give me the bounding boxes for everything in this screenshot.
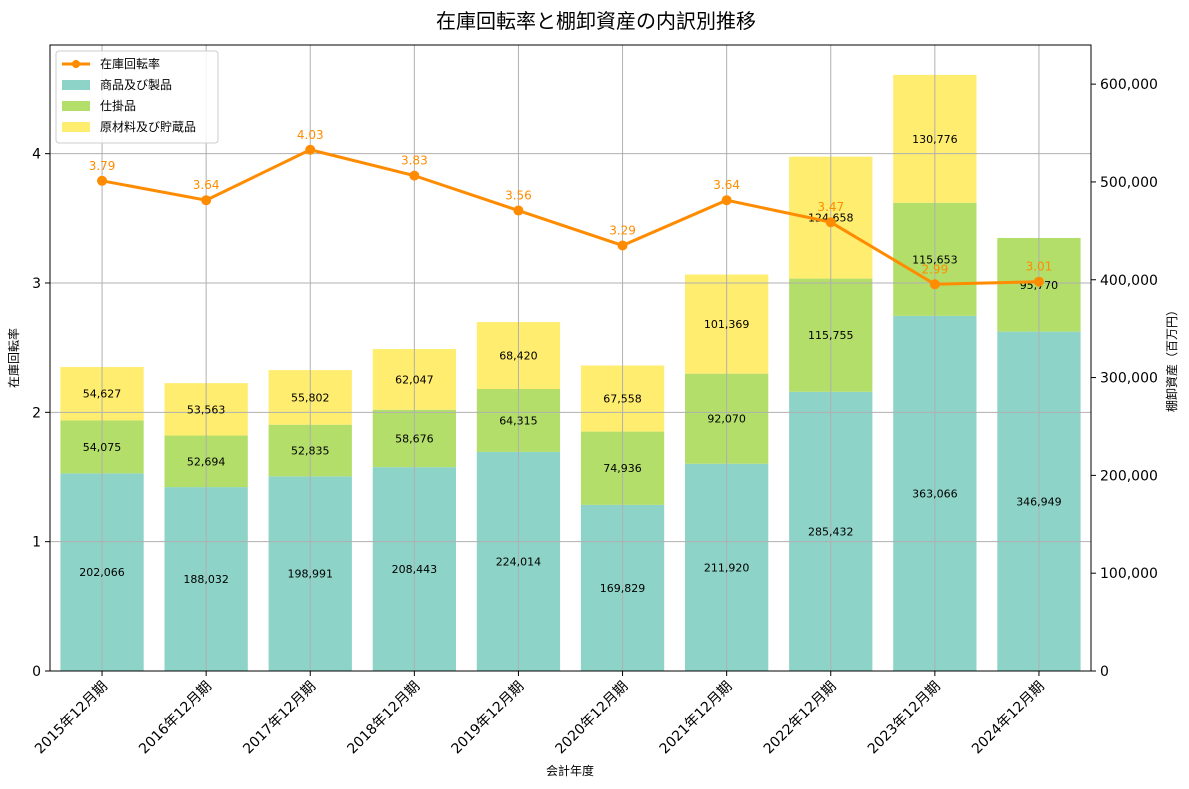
y-left-tick-label-4: 3	[32, 276, 41, 292]
y-axis-right-title: 棚卸資産（百万円）	[1164, 304, 1179, 412]
legend-label-3: 仕掛品	[100, 98, 136, 113]
bar-label-3-7: 101,369	[704, 318, 750, 331]
y-right-tick-label-3: 200,000	[1100, 468, 1158, 484]
x-tick-label-10: 2024年12月期	[969, 679, 1048, 758]
x-tick-label-7: 2021年12月期	[657, 679, 736, 758]
bar-label-3-4: 62,047	[395, 373, 434, 386]
turnover-label-1: 3.79	[89, 159, 116, 173]
legend-line-marker	[72, 60, 80, 68]
bar-label-2-2: 52,694	[187, 455, 226, 468]
y-right-tick-label-5: 400,000	[1100, 273, 1158, 289]
bar-label-1-3: 198,991	[288, 568, 334, 581]
turnover-point-2	[201, 195, 212, 206]
y-left-tick-label-3: 2	[32, 405, 41, 421]
x-tick-label-3: 2017年12月期	[240, 679, 319, 758]
turnover-point-9	[929, 279, 940, 290]
plot-frame	[49, 44, 1092, 672]
bar-label-2-5: 64,315	[499, 414, 538, 427]
turnover-label-6: 3.29	[609, 223, 636, 237]
turnover-label-9: 2.99	[921, 262, 948, 276]
y-left-tick-label-5: 4	[32, 147, 41, 163]
legend-label-2: 商品及び製品	[100, 77, 172, 92]
y-right-tick-label-7: 600,000	[1100, 77, 1158, 93]
turnover-point-8	[825, 217, 836, 228]
x-tick-label-4: 2018年12月期	[344, 679, 423, 758]
y-right-tick-label-6: 500,000	[1100, 175, 1158, 191]
x-tick-label-8: 2022年12月期	[761, 679, 840, 758]
x-tick-label-9: 2023年12月期	[865, 679, 944, 758]
bar-label-3-6: 67,558	[603, 393, 642, 406]
turnover-point-1	[97, 175, 108, 186]
turnover-label-5: 3.56	[505, 189, 532, 203]
x-tick-label-1: 2015年12月期	[32, 679, 111, 758]
y-left-tick-label-1: 0	[32, 664, 41, 680]
bar-label-1-5: 224,014	[496, 555, 542, 568]
turnover-point-3	[305, 144, 316, 155]
legend-swatch-1	[62, 80, 90, 90]
turnover-label-7: 3.64	[713, 178, 740, 192]
turnover-line	[101, 148, 1039, 286]
turnover-point-7	[721, 195, 732, 206]
bar-label-1-1: 202,066	[79, 566, 125, 579]
bar-label-1-2: 188,032	[183, 573, 229, 586]
bar-label-2-6: 74,936	[603, 462, 642, 475]
legend-swatch-2	[62, 101, 90, 111]
turnover-line-group: 3.79 3.64 4.03 3.83 3.56 3.29 3.64 3.47 2.99 3.01	[89, 128, 1053, 290]
y-right-tick-label-4: 300,000	[1100, 371, 1158, 387]
turnover-point-6	[617, 240, 628, 251]
bar-label-2-7: 92,070	[707, 413, 746, 426]
legend-label-1: 在庫回転率	[100, 56, 160, 71]
turnover-label-2: 3.64	[193, 178, 220, 192]
y-left-tick-label-2: 1	[32, 535, 41, 551]
bar-label-2-3: 52,835	[291, 445, 330, 458]
bar-label-2-8: 115,755	[808, 329, 854, 342]
legend-box	[55, 50, 219, 144]
bar-label-2-4: 58,676	[395, 432, 434, 445]
x-tick-label-2: 2016年12月期	[136, 679, 215, 758]
bar-label-3-1: 54,627	[83, 388, 122, 401]
bar-label-1-6: 169,829	[600, 582, 646, 595]
bar-label-3-5: 68,420	[499, 350, 538, 363]
x-tick-label-5: 2019年12月期	[448, 679, 527, 758]
legend-label-4: 原材料及び貯蔵品	[100, 120, 196, 134]
turnover-label-8: 3.47	[817, 200, 844, 214]
y-axis-left-title: 在庫回転率	[6, 328, 21, 388]
x-axis-title: 会計年度	[546, 763, 594, 778]
bar-label-3-2: 53,563	[187, 403, 226, 416]
chart-title: 在庫回転率と棚卸資産の内訳別推移	[436, 9, 756, 33]
turnover-label-4: 3.83	[401, 154, 428, 168]
x-tick-label-6: 2020年12月期	[553, 679, 632, 758]
bar-label-3-9: 130,776	[912, 133, 958, 146]
bar-label-1-8: 285,432	[808, 525, 854, 538]
bar-label-1-4: 208,443	[392, 563, 438, 576]
bar-label-2-1: 54,075	[83, 441, 122, 454]
y-right-tick-label-2: 100,000	[1100, 566, 1158, 582]
bar-label-1-10: 346,949	[1016, 495, 1062, 508]
turnover-label-3: 4.03	[297, 128, 324, 142]
legend-swatch-3	[62, 122, 90, 132]
turnover-point-5	[513, 205, 524, 216]
turnover-point-10	[1033, 276, 1044, 287]
bar-labels-group: 202,066 54,075 54,627 188,032 52,694 53,563 19…	[79, 133, 1061, 595]
turnover-point-4	[409, 170, 420, 181]
bar-label-1-7: 211,920	[704, 561, 750, 574]
bar-label-2-9: 115,653	[912, 253, 958, 266]
bar-label-1-9: 363,066	[912, 487, 958, 500]
turnover-label-10: 3.01	[1026, 260, 1053, 274]
y-right-tick-label-1: 0	[1100, 664, 1109, 680]
bar-label-3-3: 55,802	[291, 391, 330, 404]
